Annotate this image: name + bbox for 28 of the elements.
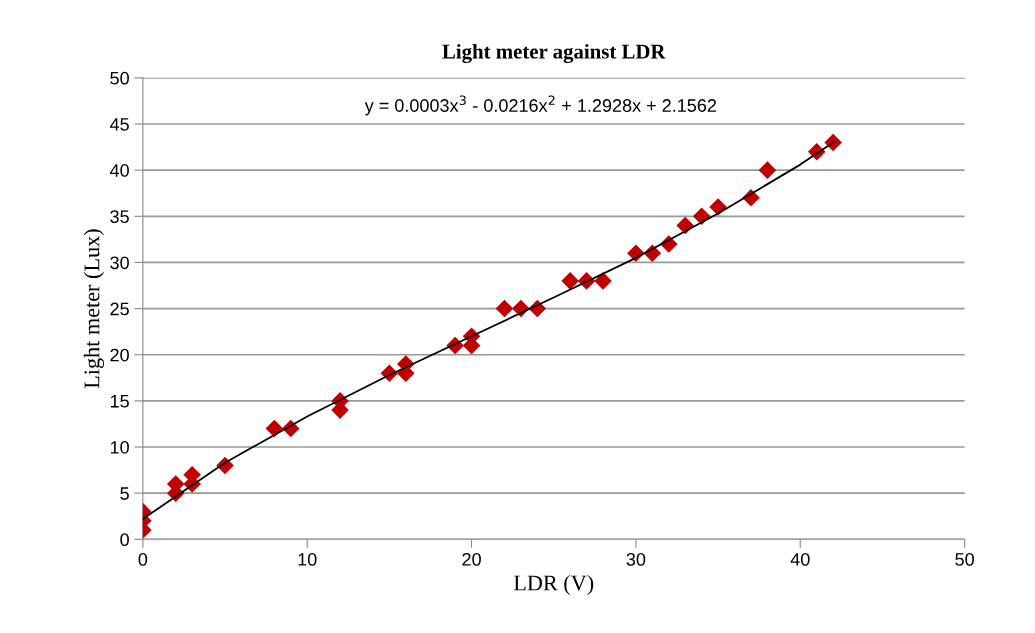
y-tick-label: 40 [109, 164, 129, 177]
y-tick-label: 35 [110, 210, 129, 224]
y-tick-label: 0 [120, 533, 129, 547]
x-tick-label: 40 [790, 552, 810, 566]
x-tick-label: 10 [298, 552, 317, 566]
point [495, 299, 514, 318]
point [692, 207, 711, 226]
y-axis-title: Light meter (Lux) [83, 229, 104, 389]
y-tick-label: 15 [110, 395, 129, 408]
y-tick-label: 50 [110, 71, 129, 85]
x-tick-label: 30 [626, 552, 646, 566]
point [824, 133, 842, 152]
y-tick-label: 25 [110, 302, 129, 316]
y-tick-label: 30 [110, 256, 129, 270]
point [265, 419, 284, 438]
point [758, 161, 777, 179]
y-tick-label: 5 [120, 487, 129, 500]
x-tick-label: 50 [955, 552, 974, 566]
point [594, 272, 612, 290]
chart-title: Light meter against LDR [442, 43, 666, 64]
point [561, 272, 579, 290]
y-tick-label: 20 [110, 348, 129, 362]
x-tick-label: 0 [138, 552, 148, 566]
y-tick-label: 10 [110, 440, 129, 454]
x-tick-label: 20 [462, 552, 481, 566]
y-tick-label: 45 [109, 118, 129, 131]
annotation: y = 0.0003x$^{3}$ - 0.0216x$^{2}$ + 1.2928x + 2.1562 [364, 95, 717, 116]
x-axis-title: LDR (V) [513, 574, 594, 596]
